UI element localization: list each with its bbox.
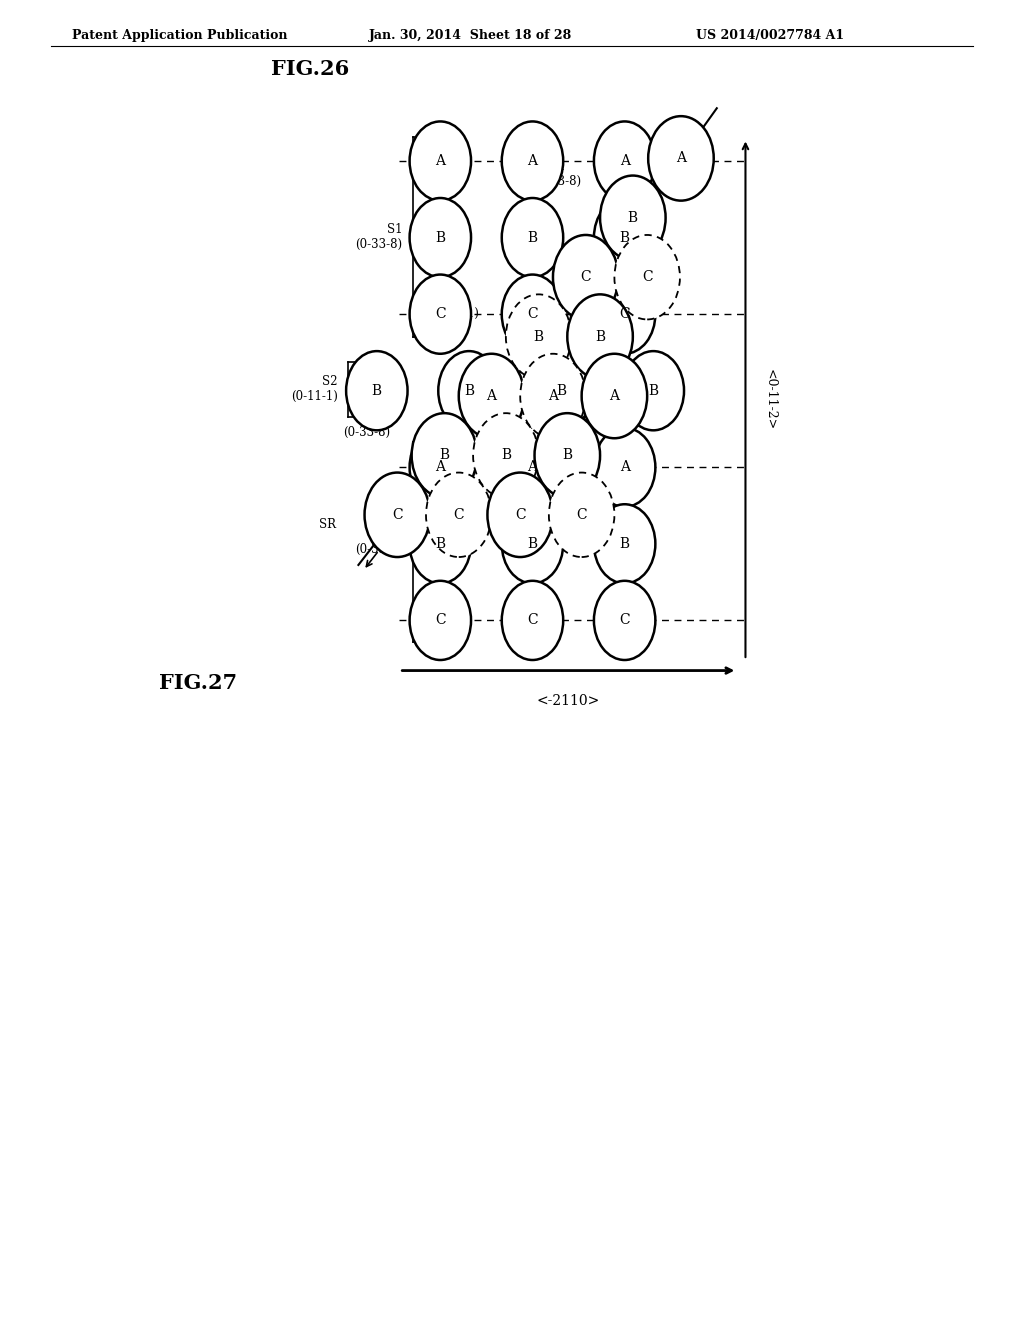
Circle shape — [567, 294, 633, 379]
Text: C: C — [620, 308, 630, 321]
Circle shape — [410, 581, 471, 660]
Text: B: B — [372, 384, 382, 397]
Text: S2
(0-11-1): S2 (0-11-1) — [432, 292, 479, 321]
Circle shape — [530, 351, 592, 430]
Text: C: C — [581, 271, 591, 284]
Circle shape — [410, 275, 471, 354]
Circle shape — [549, 473, 614, 557]
Circle shape — [520, 354, 586, 438]
Circle shape — [346, 351, 408, 430]
Circle shape — [600, 176, 666, 260]
Text: B: B — [556, 384, 566, 397]
Text: B: B — [435, 537, 445, 550]
Text: B: B — [620, 537, 630, 550]
Text: B: B — [562, 449, 572, 462]
Text: US 2014/0027784 A1: US 2014/0027784 A1 — [696, 29, 845, 42]
Circle shape — [594, 581, 655, 660]
Text: S1
(0-33-8): S1 (0-33-8) — [343, 411, 390, 440]
Text: B: B — [527, 537, 538, 550]
Circle shape — [412, 413, 477, 498]
Text: C: C — [435, 308, 445, 321]
Text: A: A — [609, 389, 620, 403]
Text: B: B — [628, 211, 638, 224]
Text: B: B — [648, 384, 658, 397]
Text: A: A — [527, 154, 538, 168]
Circle shape — [535, 413, 600, 498]
Text: A: A — [620, 461, 630, 474]
Text: A: A — [527, 461, 538, 474]
Text: Patent Application Publication: Patent Application Publication — [72, 29, 287, 42]
Circle shape — [502, 121, 563, 201]
Circle shape — [594, 198, 655, 277]
Circle shape — [459, 354, 524, 438]
Text: B: B — [620, 231, 630, 244]
Circle shape — [614, 235, 680, 319]
Text: S1
(0-33-8): S1 (0-33-8) — [355, 223, 402, 251]
Text: C: C — [620, 614, 630, 627]
Circle shape — [502, 504, 563, 583]
Circle shape — [473, 413, 539, 498]
Text: B: B — [439, 449, 450, 462]
Text: A: A — [548, 389, 558, 403]
Text: S1
(0-33-8): S1 (0-33-8) — [355, 528, 402, 556]
Text: B: B — [595, 330, 605, 343]
Text: <-2110>: <-2110> — [537, 694, 600, 709]
Text: C: C — [392, 508, 402, 521]
Text: C: C — [515, 508, 525, 521]
Circle shape — [502, 275, 563, 354]
Text: B: B — [534, 330, 544, 343]
Circle shape — [594, 121, 655, 201]
Circle shape — [582, 354, 647, 438]
Text: B: B — [527, 231, 538, 244]
Circle shape — [410, 121, 471, 201]
Text: C: C — [454, 508, 464, 521]
Circle shape — [487, 473, 553, 557]
Circle shape — [410, 428, 471, 507]
Circle shape — [426, 473, 492, 557]
Text: A: A — [620, 154, 630, 168]
Text: C: C — [642, 271, 652, 284]
Text: A: A — [676, 152, 686, 165]
Text: <0-11-2>: <0-11-2> — [764, 368, 777, 430]
Circle shape — [438, 351, 500, 430]
Text: C: C — [577, 508, 587, 521]
Circle shape — [623, 351, 684, 430]
Circle shape — [502, 198, 563, 277]
Text: C: C — [435, 614, 445, 627]
Circle shape — [648, 116, 714, 201]
Text: B: B — [464, 384, 474, 397]
Circle shape — [506, 294, 571, 379]
Text: S1
(0-33-8): S1 (0-33-8) — [535, 160, 582, 189]
Text: Jan. 30, 2014  Sheet 18 of 28: Jan. 30, 2014 Sheet 18 of 28 — [369, 29, 571, 42]
Text: FIG.26: FIG.26 — [271, 59, 349, 79]
Text: C: C — [527, 614, 538, 627]
Circle shape — [410, 198, 471, 277]
Text: B: B — [435, 231, 445, 244]
Text: SR: SR — [318, 517, 336, 531]
Circle shape — [502, 581, 563, 660]
Text: S2
(0-11-1): S2 (0-11-1) — [291, 375, 338, 404]
Text: C: C — [527, 308, 538, 321]
Circle shape — [502, 428, 563, 507]
Text: FIG.27: FIG.27 — [159, 673, 237, 693]
Circle shape — [594, 504, 655, 583]
Circle shape — [410, 504, 471, 583]
Circle shape — [594, 275, 655, 354]
Circle shape — [365, 473, 430, 557]
Circle shape — [594, 428, 655, 507]
Text: A: A — [486, 389, 497, 403]
Circle shape — [553, 235, 618, 319]
Text: A: A — [435, 461, 445, 474]
Text: A: A — [435, 154, 445, 168]
Text: B: B — [501, 449, 511, 462]
